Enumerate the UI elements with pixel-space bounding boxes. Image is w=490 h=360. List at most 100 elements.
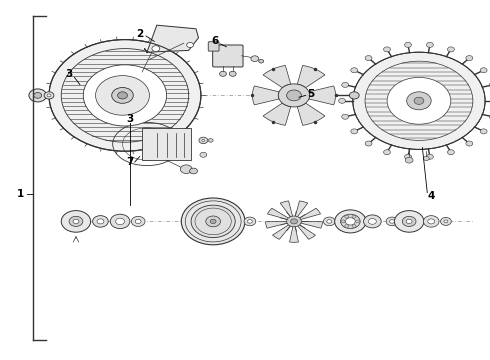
Circle shape — [480, 68, 487, 73]
Circle shape — [351, 68, 358, 73]
Circle shape — [407, 92, 431, 110]
Circle shape — [34, 93, 42, 98]
Circle shape — [339, 98, 345, 103]
Circle shape — [341, 220, 345, 223]
Circle shape — [259, 59, 264, 63]
Circle shape — [351, 129, 358, 134]
Circle shape — [287, 90, 301, 101]
Circle shape — [414, 97, 424, 104]
Text: 7: 7 — [126, 157, 134, 167]
Wedge shape — [263, 66, 291, 88]
Circle shape — [441, 217, 451, 225]
Circle shape — [131, 216, 145, 226]
Circle shape — [390, 220, 394, 223]
Circle shape — [349, 92, 359, 99]
Circle shape — [384, 47, 391, 52]
Circle shape — [83, 65, 167, 126]
Bar — [142, 128, 191, 160]
FancyBboxPatch shape — [208, 42, 219, 51]
Circle shape — [287, 216, 301, 227]
Circle shape — [394, 211, 424, 232]
Circle shape — [365, 141, 372, 146]
FancyBboxPatch shape — [213, 45, 243, 67]
Circle shape — [444, 220, 448, 223]
Circle shape — [423, 156, 429, 161]
Circle shape — [384, 150, 391, 155]
Text: 1: 1 — [17, 189, 24, 199]
Circle shape — [244, 217, 256, 226]
Circle shape — [229, 71, 236, 76]
Circle shape — [61, 211, 91, 232]
Circle shape — [278, 84, 310, 107]
Circle shape — [73, 219, 79, 224]
Circle shape — [47, 94, 51, 97]
Circle shape — [116, 218, 124, 225]
Wedge shape — [294, 221, 316, 239]
Circle shape — [251, 56, 259, 62]
Circle shape — [447, 150, 454, 155]
Circle shape — [93, 216, 108, 227]
Circle shape — [405, 154, 412, 159]
Circle shape — [135, 219, 141, 224]
Wedge shape — [294, 208, 320, 221]
Circle shape — [426, 42, 433, 48]
Circle shape — [152, 46, 160, 51]
Circle shape — [364, 215, 381, 228]
Circle shape — [29, 89, 47, 102]
Wedge shape — [309, 86, 336, 105]
Polygon shape — [145, 25, 198, 52]
Wedge shape — [272, 221, 294, 239]
Circle shape — [345, 225, 349, 228]
Circle shape — [200, 152, 207, 157]
Circle shape — [190, 168, 197, 174]
Wedge shape — [297, 66, 325, 88]
Circle shape — [341, 214, 360, 229]
Circle shape — [480, 129, 487, 134]
Wedge shape — [290, 221, 298, 242]
Circle shape — [345, 215, 349, 218]
Circle shape — [118, 92, 127, 99]
Circle shape — [44, 92, 54, 99]
Circle shape — [202, 139, 205, 141]
Text: 4: 4 — [427, 191, 435, 201]
Circle shape — [406, 219, 412, 224]
Wedge shape — [268, 208, 294, 221]
Circle shape — [210, 219, 216, 224]
Circle shape — [342, 82, 348, 87]
Text: 3: 3 — [65, 69, 72, 79]
Text: 6: 6 — [211, 36, 218, 46]
Circle shape — [112, 87, 133, 103]
Circle shape — [405, 157, 413, 163]
Text: 2: 2 — [136, 29, 143, 39]
Circle shape — [208, 139, 213, 142]
Circle shape — [49, 40, 201, 151]
Circle shape — [69, 216, 83, 226]
Circle shape — [323, 217, 335, 226]
Circle shape — [405, 42, 412, 48]
Circle shape — [191, 205, 235, 238]
Wedge shape — [294, 221, 322, 228]
Wedge shape — [294, 201, 308, 221]
Circle shape — [97, 219, 104, 224]
Circle shape — [447, 47, 454, 52]
Circle shape — [180, 165, 192, 174]
Circle shape — [291, 219, 297, 224]
Text: 3: 3 — [126, 114, 133, 124]
Circle shape — [247, 220, 252, 223]
Circle shape — [428, 219, 435, 224]
Circle shape — [402, 216, 416, 226]
Circle shape — [356, 220, 360, 223]
Circle shape — [206, 216, 220, 227]
Circle shape — [327, 220, 332, 223]
Circle shape — [353, 52, 485, 149]
Circle shape — [352, 225, 356, 228]
Text: 5: 5 — [308, 89, 315, 99]
Circle shape — [352, 215, 356, 218]
Circle shape — [110, 214, 130, 229]
Wedge shape — [297, 103, 325, 125]
Circle shape — [187, 42, 194, 48]
Circle shape — [426, 154, 433, 159]
Circle shape — [365, 55, 372, 60]
Circle shape — [345, 218, 355, 225]
Wedge shape — [266, 221, 294, 228]
